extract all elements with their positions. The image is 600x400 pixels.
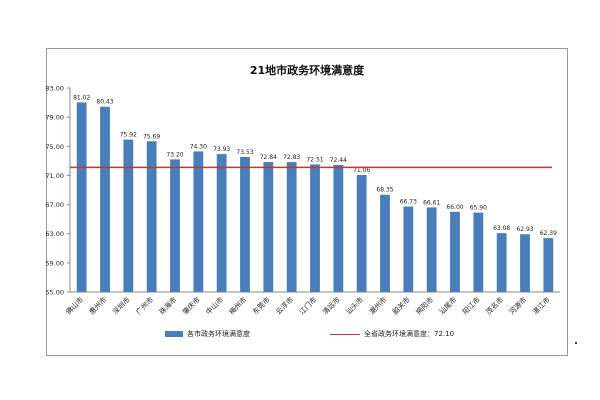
x-category-label: 河源市: [507, 295, 528, 316]
bar-value-label: 72.44: [330, 157, 347, 164]
y-tick-label: 63.00: [45, 230, 64, 238]
bar: [100, 106, 110, 292]
bar-value-label: 73.93: [213, 146, 230, 153]
x-category-label: 汕尾市: [437, 295, 458, 316]
bar: [450, 211, 460, 292]
legend-bar-label: 各市政务环境满意度: [187, 330, 250, 338]
bar-value-label: 62.39: [540, 230, 557, 237]
y-tick-label: 67.00: [45, 201, 64, 209]
x-category-label: 深圳市: [111, 295, 132, 316]
bar: [216, 154, 227, 292]
bar: [520, 234, 530, 292]
y-tick-label: 71.00: [45, 172, 64, 180]
bar: [473, 212, 484, 292]
x-category-label: 揭阳市: [414, 295, 435, 316]
x-category-label: 梅州市: [227, 295, 248, 316]
bar-value-label: 72.84: [260, 154, 277, 161]
bar: [380, 194, 390, 292]
legend-bar-swatch: [165, 331, 183, 337]
page-marker-dot: [575, 342, 577, 344]
bar: [403, 206, 414, 292]
bar-value-label: 66.73: [400, 199, 417, 206]
y-tick-label: 83.00: [45, 85, 64, 93]
x-category-label: 清远市: [321, 295, 342, 316]
legend-line-label: 全省政务环境满意度：72.10: [364, 330, 455, 338]
bar: [123, 139, 134, 292]
x-category-label: 珠海市: [157, 295, 178, 316]
x-category-label: 肇庆市: [181, 295, 202, 316]
x-category-label: 湛江市: [531, 295, 552, 316]
bar: [170, 159, 180, 292]
x-category-label: 潮州市: [367, 295, 388, 316]
bar-value-label: 65.90: [470, 205, 487, 212]
bar-value-label: 81.02: [73, 94, 90, 101]
bar-value-label: 75.69: [143, 133, 160, 140]
y-tick-label: 79.00: [45, 114, 64, 122]
bar-value-label: 62.93: [516, 226, 533, 233]
bar: [310, 164, 320, 292]
x-category-label: 惠州市: [87, 295, 108, 316]
bar: [286, 162, 297, 292]
bar: [193, 151, 204, 292]
y-tick-label: 55.00: [45, 289, 64, 297]
bar: [333, 164, 344, 292]
bar-value-label: 72.51: [306, 156, 323, 163]
y-tick-label: 75.00: [45, 143, 64, 151]
bar: [76, 102, 87, 292]
bar-value-label: 71.06: [353, 167, 370, 174]
bar: [496, 233, 507, 292]
legend-item-line: 全省政务环境满意度：72.10: [330, 329, 454, 339]
x-category-label: 云浮市: [274, 295, 295, 316]
x-category-label: 汕头市: [344, 295, 365, 316]
bar-value-label: 72.83: [283, 154, 300, 161]
x-category-label: 江门市: [297, 295, 318, 316]
x-category-label: 广州市: [134, 295, 155, 316]
x-category-label: 佛山市: [64, 295, 85, 316]
bar: [543, 238, 554, 292]
bar: [240, 156, 250, 292]
x-category-label: 茂名市: [484, 295, 505, 316]
bar: [146, 141, 157, 292]
legend-line-swatch: [330, 333, 360, 335]
bar-value-label: 74.30: [190, 143, 207, 150]
y-tick-label: 59.00: [45, 259, 64, 267]
chart-title: 21地市政务环境满意度: [249, 64, 365, 77]
x-category-label: 韶关市: [391, 295, 412, 316]
bar-value-label: 80.43: [96, 99, 113, 106]
x-category-label: 中山市: [204, 295, 225, 316]
legend-item-bar: 各市政务环境满意度: [165, 329, 250, 339]
bar-value-label: 63.08: [493, 225, 510, 232]
bar-value-label: 66.61: [423, 199, 440, 206]
x-category-label: 东莞市: [251, 295, 272, 316]
bar-value-label: 73.53: [236, 149, 253, 156]
bar-value-label: 75.92: [120, 132, 137, 139]
bar: [356, 174, 367, 292]
x-category-label: 阳江市: [461, 295, 482, 316]
bar-value-label: 66.00: [446, 204, 463, 211]
bar-value-label: 68.35: [376, 187, 393, 194]
bar-value-label: 73.20: [166, 151, 183, 158]
bar: [426, 207, 437, 292]
bar: [263, 162, 274, 292]
